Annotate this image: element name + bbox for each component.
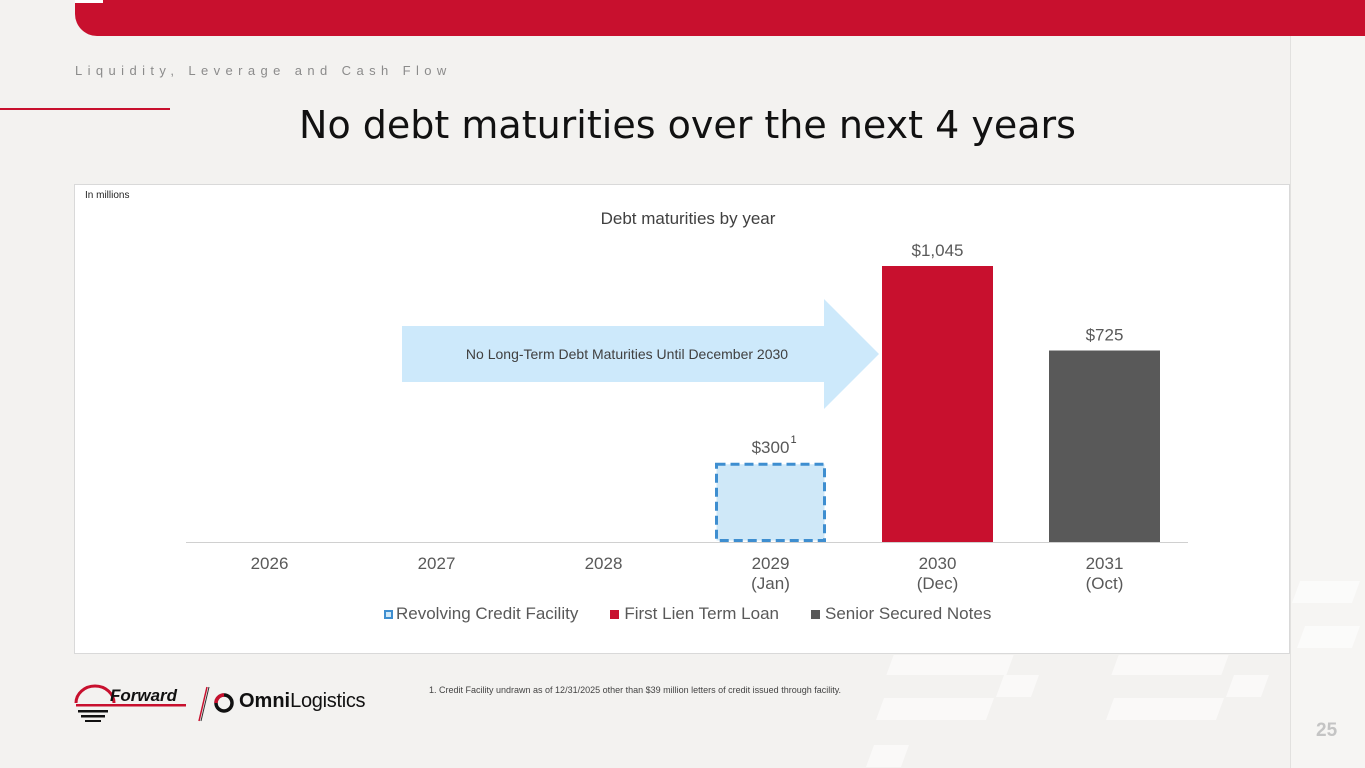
annotation-text: No Long-Term Debt Maturities Until Decem… [466,346,788,362]
accent-line [0,108,170,110]
annotation-arrow [402,299,879,409]
bar-first-lien-term-loan [882,266,993,542]
x-tick-sublabel: (Oct) [1086,574,1124,593]
bar-revolving-credit-facility [715,462,826,543]
x-tick-label: 2026 [251,554,289,573]
omni-logistics-logo: OmniLogistics [239,690,366,713]
omni-logo-light: Logistics [290,690,366,712]
chart-legend: Revolving Credit Facility First Lien Ter… [384,604,1023,624]
x-tick-label: 2029 [752,554,790,573]
legend-label: Senior Secured Notes [825,604,992,623]
logo-divider [198,686,210,722]
page-number: 25 [1316,720,1338,741]
x-tick-label: 2030 [919,554,957,573]
data-label: $1,045 [912,241,964,260]
x-tick-sublabel: (Dec) [917,574,959,593]
x-tick-label: 2028 [585,554,623,573]
right-side-panel [1290,36,1365,768]
bar-senior-secured-notes [1049,350,1160,542]
legend-item-senior-secured-notes: Senior Secured Notes [811,604,991,624]
legend-item-revolving-credit-facility: Revolving Credit Facility [384,604,578,624]
chart-title: Debt maturities by year [601,209,776,228]
omni-logo-bold: Omni [239,690,291,712]
banner-notch [75,0,103,3]
data-label-footnote-marker: 1 [791,434,797,446]
x-tick-label: 2031 [1086,554,1124,573]
legend-label: First Lien Term Loan [624,604,779,623]
x-tick-label: 2027 [418,554,456,573]
legend-item-first-lien-term-loan: First Lien Term Loan [610,604,779,624]
forward-logo-text: Forward [110,686,178,705]
units-note: In millions [85,190,130,201]
legend-swatch-term-loan [610,609,620,619]
x-tick-sublabel: (Jan) [751,574,790,593]
legend-swatch-notes [811,609,820,619]
data-label: $725 [1086,326,1124,345]
omni-logo-mark [214,693,234,713]
section-label: Liquidity, Leverage and Cash Flow [75,63,452,78]
legend-label: Revolving Credit Facility [396,604,579,623]
footnote: 1. Credit Facility undrawn as of 12/31/2… [429,685,842,695]
legend-swatch-revolver [384,609,393,619]
slide-title: No debt maturities over the next 4 years [299,103,1076,147]
forward-logo [74,684,186,722]
top-banner [75,0,1365,36]
data-label: $300 [752,438,790,457]
